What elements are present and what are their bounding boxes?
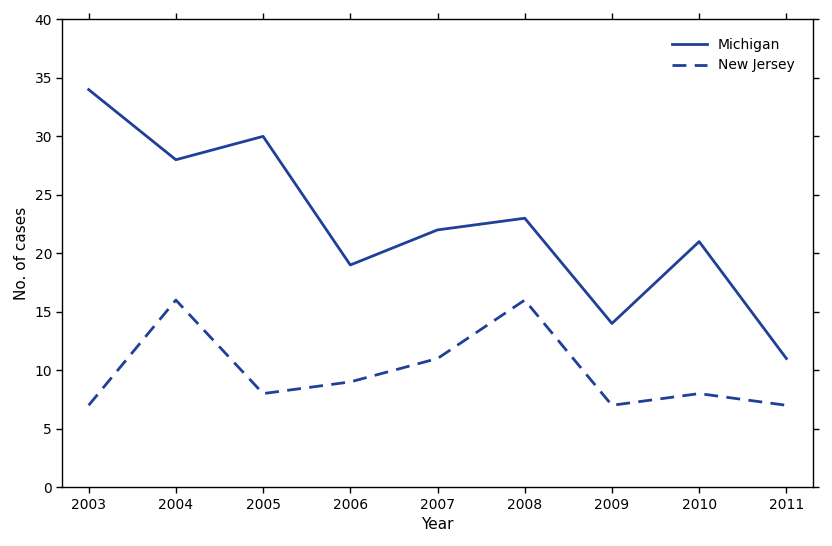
New Jersey bbox=[781, 402, 791, 408]
Michigan bbox=[607, 320, 617, 327]
New Jersey bbox=[520, 297, 530, 304]
Michigan bbox=[258, 133, 268, 140]
Michigan bbox=[520, 215, 530, 222]
New Jersey bbox=[84, 402, 94, 408]
New Jersey bbox=[345, 378, 355, 385]
New Jersey bbox=[258, 390, 268, 397]
Michigan bbox=[84, 86, 94, 93]
Michigan bbox=[345, 262, 355, 268]
New Jersey bbox=[607, 402, 617, 408]
Michigan bbox=[171, 157, 181, 163]
Y-axis label: No. of cases: No. of cases bbox=[14, 207, 29, 300]
Michigan bbox=[694, 238, 704, 245]
Line: Michigan: Michigan bbox=[89, 90, 786, 359]
Legend: Michigan, New Jersey: Michigan, New Jersey bbox=[661, 26, 805, 84]
New Jersey bbox=[433, 355, 443, 362]
Michigan bbox=[781, 355, 791, 362]
Line: New Jersey: New Jersey bbox=[89, 300, 786, 405]
New Jersey bbox=[694, 390, 704, 397]
Michigan bbox=[433, 227, 443, 233]
New Jersey bbox=[171, 297, 181, 304]
X-axis label: Year: Year bbox=[421, 517, 453, 532]
